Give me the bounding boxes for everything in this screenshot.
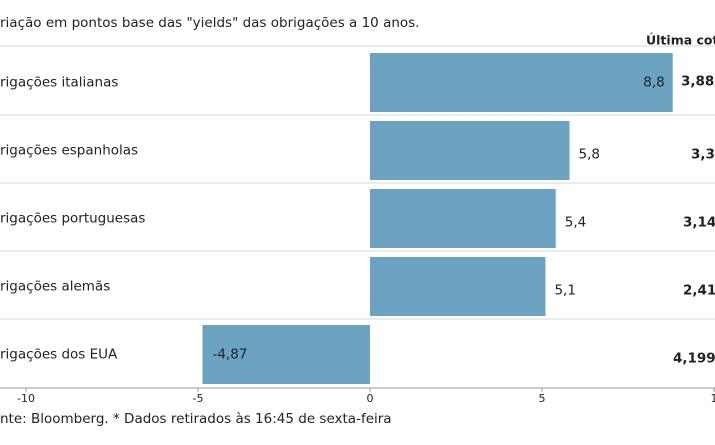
value-label: 5,1 — [554, 283, 575, 299]
side-value: 3,31 — [691, 147, 715, 163]
x-tick-label: 0 — [367, 392, 374, 405]
x-tick-label: -5 — [193, 392, 204, 405]
bar — [370, 121, 570, 180]
category-label: rigações alemãs — [0, 279, 110, 295]
value-label: -4,87 — [212, 347, 247, 363]
x-tick-label: 1 — [711, 392, 715, 405]
chart-title: riação em pontos base das "yields" das o… — [0, 15, 419, 31]
category-label: rigações portuguesas — [0, 211, 145, 227]
side-value: 3,145 — [683, 215, 715, 231]
value-label: 8,8 — [643, 75, 664, 91]
side-value: 3,888 — [681, 74, 715, 90]
side-value: 2,414 — [683, 283, 715, 299]
bar — [370, 189, 556, 248]
bar — [370, 53, 673, 112]
source: nte: Bloomberg. * Dados retirados às 16:… — [0, 411, 392, 427]
bar — [370, 257, 546, 316]
value-label: 5,4 — [565, 215, 586, 231]
bar — [202, 325, 370, 384]
category-label: rigações italianas — [0, 75, 118, 91]
x-tick-label: 5 — [539, 392, 546, 405]
category-label: rigações espanholas — [0, 143, 138, 159]
column-header: Última cotaç — [646, 33, 715, 48]
side-value: 4,1993 — [673, 351, 715, 367]
category-label: rigações dos EUA — [0, 347, 118, 363]
x-tick-label: -10 — [17, 392, 35, 405]
value-label: 5,8 — [579, 147, 600, 163]
